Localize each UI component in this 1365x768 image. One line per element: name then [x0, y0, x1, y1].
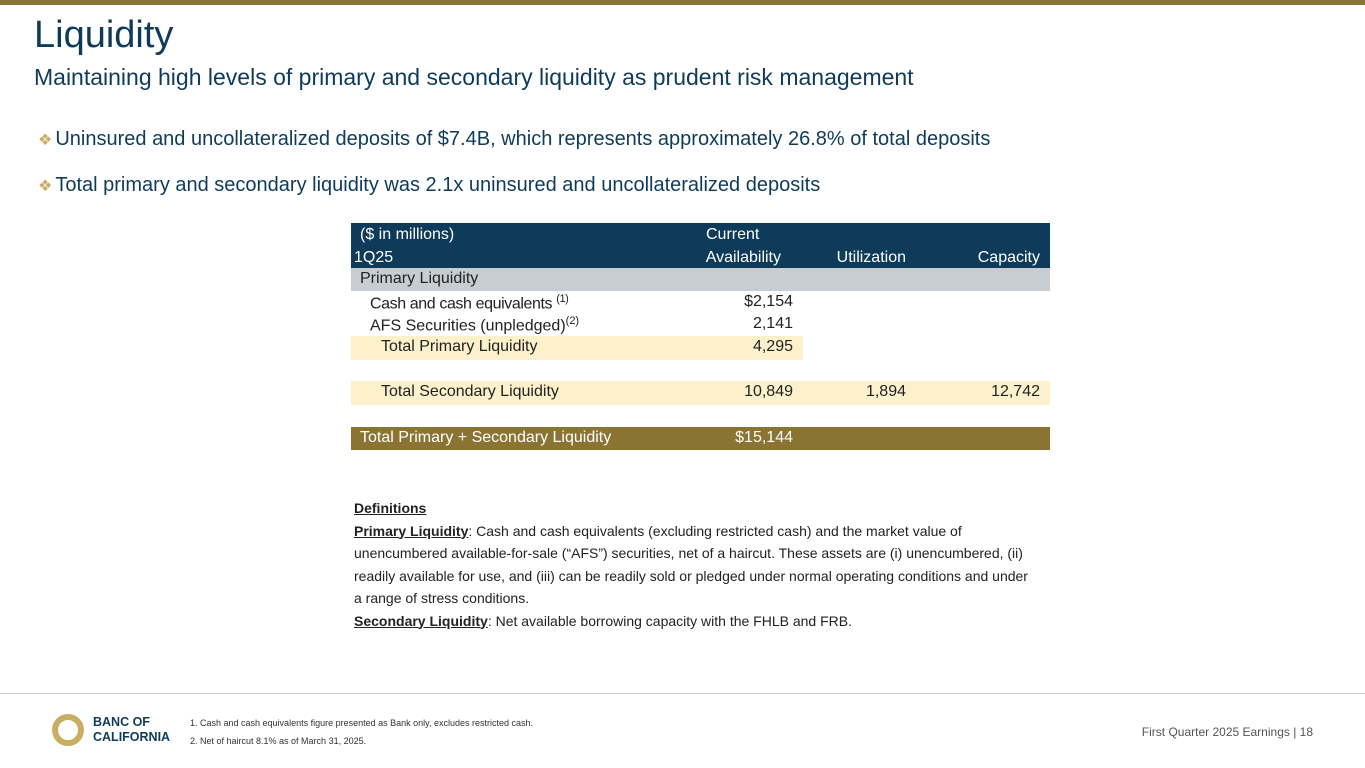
- table-row-total-secondary: Total Secondary Liquidity 10,849 1,894 12,7…: [351, 380, 1050, 405]
- row-label: Total Primary Liquidity: [381, 337, 538, 355]
- table-row-total-primary: Total Primary Liquidity 4,295: [351, 335, 1050, 360]
- liquidity-table: ($ in millions) 1Q25 Current Availabilit…: [351, 223, 1050, 450]
- secondary-definition: Secondary Liquidity: Net available borro…: [354, 612, 852, 629]
- section-label: Primary Liquidity: [360, 270, 479, 287]
- availability-value: 10,849: [744, 382, 793, 400]
- page-subtitle: Maintaining high levels of primary and s…: [34, 64, 914, 90]
- page-title: Liquidity: [34, 14, 174, 56]
- col-availability-line2: Availability: [705, 249, 781, 266]
- table-row: Cash and cash equivalents (1) $2,154: [351, 291, 1050, 314]
- availability-value: 2,141: [752, 315, 793, 332]
- definitions-heading: Definitions: [354, 500, 427, 516]
- col-availability-line1: Current: [706, 226, 760, 243]
- row-label: Total Primary + Secondary Liquidity: [360, 428, 612, 446]
- bullet-text: Total primary and secondary liquidity wa…: [55, 174, 821, 196]
- units-label: ($ in millions): [360, 226, 455, 243]
- utilization-value: 1,894: [865, 382, 906, 400]
- footnote-2: 2. Net of haircut 8.1% as of March 31, 2…: [190, 736, 367, 746]
- table-row: AFS Securities (unpledged)(2) 2,141: [351, 313, 1050, 336]
- bullet-2: ❖ Total primary and secondary liquidity w…: [38, 174, 820, 197]
- page-label: First Quarter 2025 Earnings | 18: [1141, 725, 1313, 739]
- row-label: AFS Securities (unpledged)(2): [370, 315, 580, 335]
- col-capacity: Capacity: [977, 249, 1040, 266]
- section-row: Primary Liquidity: [351, 268, 1050, 291]
- availability-value: $2,154: [744, 292, 793, 310]
- period-label: 1Q25: [354, 249, 394, 266]
- footer-divider: [0, 693, 1365, 694]
- footnotes: 1. Cash and cash equivalents figure pres…: [190, 714, 533, 750]
- capacity-value: 12,742: [991, 382, 1040, 400]
- row-label: Cash and cash equivalents (1): [370, 292, 569, 312]
- diamond-bullet-icon: ❖: [38, 177, 53, 195]
- definitions: Definitions Primary Liquidity: Cash and …: [354, 497, 1034, 632]
- primary-definition: Primary Liquidity: Cash and cash equival…: [354, 522, 1028, 607]
- bullet-text: Uninsured and uncollateralized deposits …: [55, 128, 991, 150]
- footnote-1: 1. Cash and cash equivalents figure pres…: [190, 718, 534, 728]
- top-accent-bar: [0, 0, 1365, 5]
- col-utilization: Utilization: [836, 249, 906, 266]
- bank-logo: BANC OF CALIFORNIA: [52, 714, 170, 746]
- table-row-grand-total: Total Primary + Secondary Liquidity $15,1…: [351, 426, 1050, 450]
- table-header: ($ in millions) 1Q25 Current Availabilit…: [351, 223, 1050, 268]
- bullet-1: ❖ Uninsured and uncollateralized deposits…: [38, 128, 990, 151]
- row-label: Total Secondary Liquidity: [381, 382, 559, 400]
- diamond-bullet-icon: ❖: [38, 131, 53, 149]
- availability-value: 4,295: [752, 337, 793, 355]
- availability-value: $15,144: [735, 428, 793, 446]
- logo-ring-icon: [52, 714, 84, 746]
